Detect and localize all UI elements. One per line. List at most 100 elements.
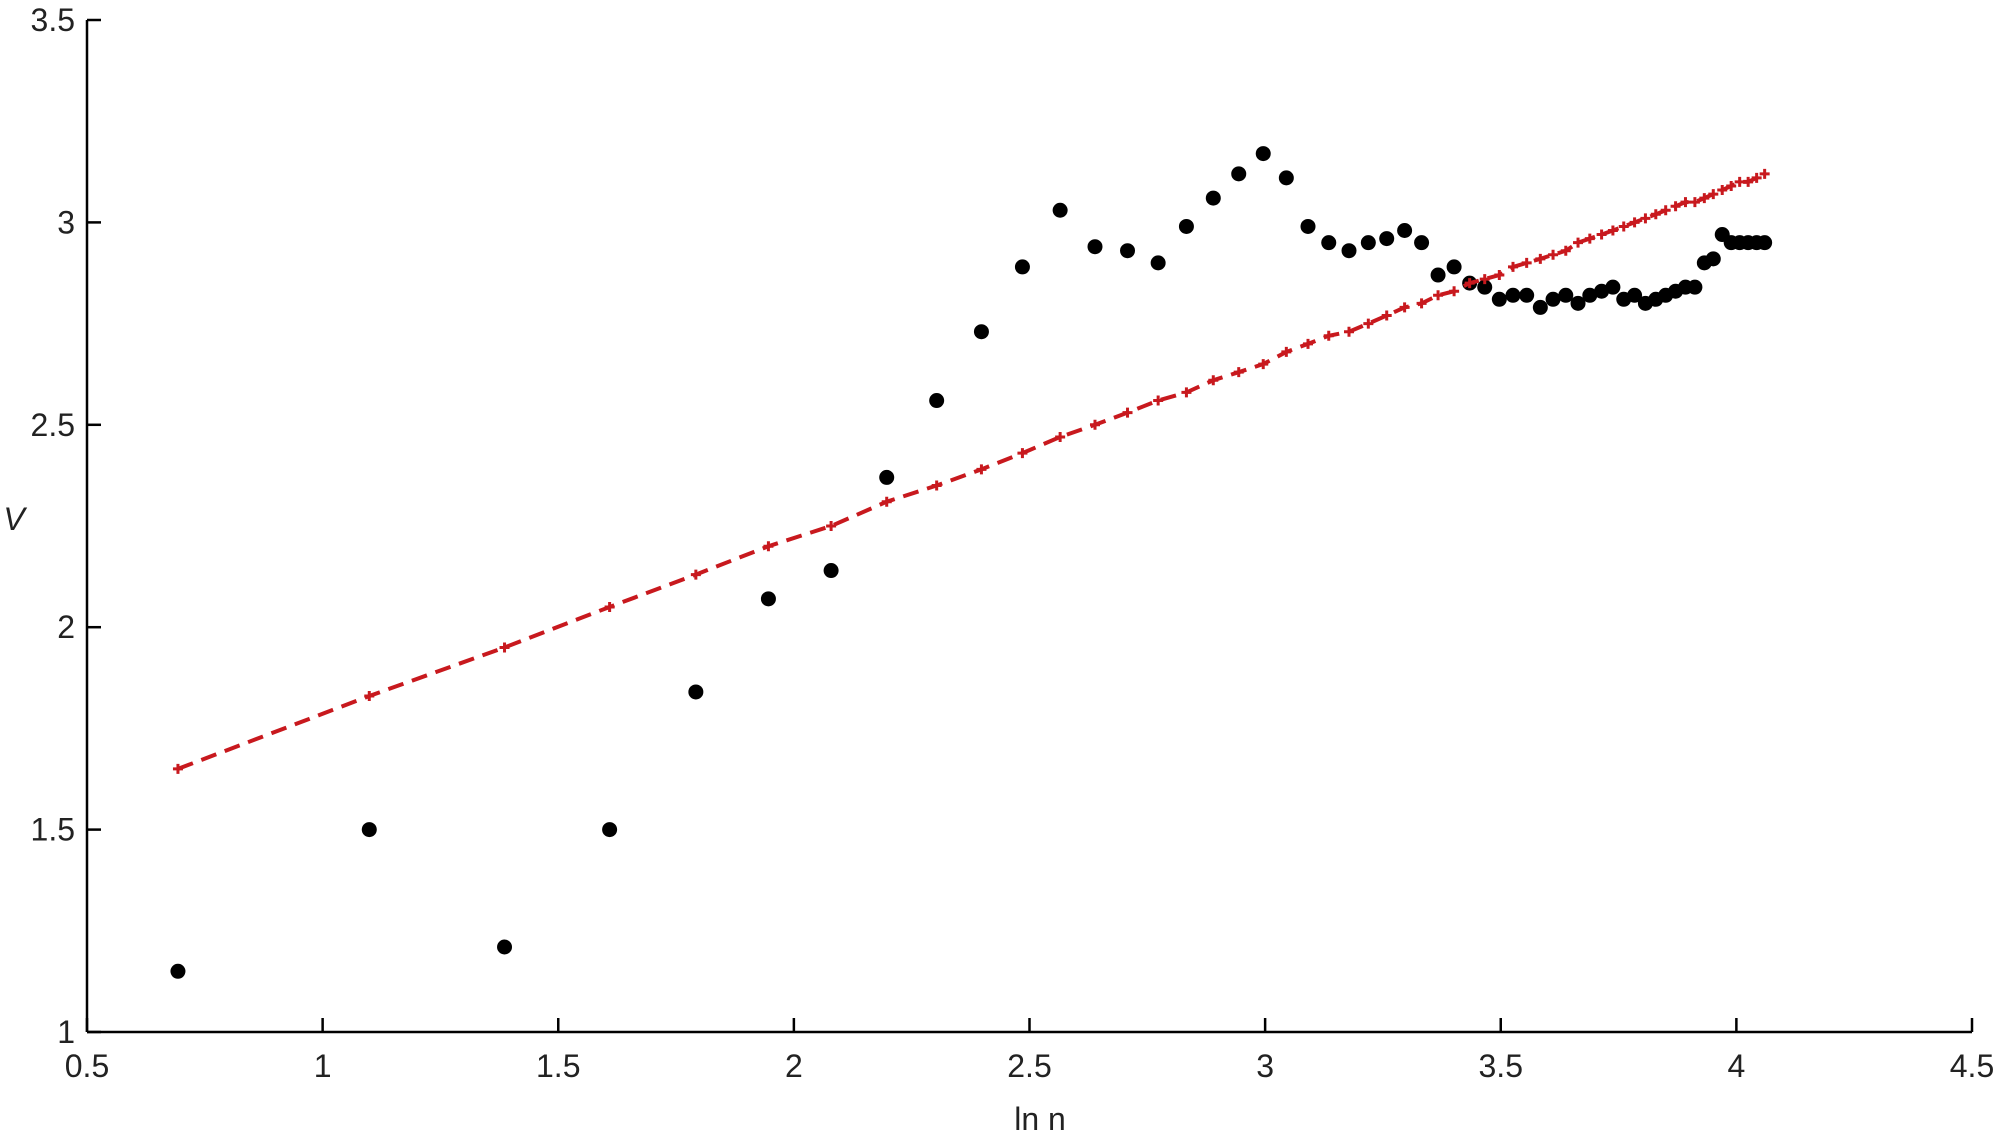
data-point <box>1491 291 1507 307</box>
data-point <box>1687 279 1703 295</box>
fit-marker <box>1708 189 1719 200</box>
fit-marker <box>1258 359 1269 370</box>
fit-marker <box>172 763 183 774</box>
fit-marker <box>1508 261 1518 272</box>
fit-marker <box>1494 270 1505 281</box>
fit-marker <box>1680 197 1691 208</box>
fit-marker <box>1479 274 1490 285</box>
fit-marker <box>1521 257 1532 268</box>
fit-marker <box>826 521 837 531</box>
fit-marker <box>1416 298 1427 309</box>
data-point <box>1150 255 1166 271</box>
data-point <box>1757 235 1773 251</box>
fit-marker <box>1181 387 1192 398</box>
x-tick-label: 1.5 <box>536 1048 580 1084</box>
fit-marker <box>1607 225 1618 236</box>
data-point <box>1545 291 1561 307</box>
fit-marker <box>1699 193 1710 204</box>
fit-marker <box>1281 346 1292 357</box>
fit-marker <box>1629 217 1640 228</box>
data-point <box>760 591 776 607</box>
data-point <box>1205 190 1221 206</box>
data-point <box>1446 259 1462 275</box>
fit-marker <box>931 480 942 491</box>
fit-marker <box>1660 205 1671 216</box>
fit-marker <box>1726 180 1737 191</box>
fit-marker <box>1344 326 1355 337</box>
fit-marker <box>1153 395 1164 406</box>
fit-marker <box>1717 185 1728 196</box>
data-point <box>1605 279 1621 295</box>
data-point <box>497 939 513 955</box>
data-point <box>1087 239 1103 255</box>
data-point <box>823 563 839 579</box>
fit-marker <box>1584 233 1595 244</box>
y-tick-label: 1.5 <box>31 812 75 848</box>
fit-marker <box>1464 278 1475 289</box>
fit-marker <box>1751 172 1762 183</box>
data-point <box>1627 287 1643 303</box>
data-point <box>1231 166 1247 182</box>
fit-marker <box>1433 290 1444 301</box>
fit-marker <box>1055 431 1066 442</box>
fit-marker <box>763 541 774 552</box>
data-point <box>1397 222 1413 238</box>
data-point <box>1300 218 1316 234</box>
data-point <box>1052 202 1068 218</box>
data-point <box>1532 299 1548 315</box>
fit-marker <box>1650 209 1661 220</box>
data-point <box>1360 235 1376 251</box>
data-point <box>1278 170 1294 186</box>
fit-marker <box>976 464 987 475</box>
fit-marker <box>1381 310 1392 321</box>
fit-marker <box>1090 419 1100 430</box>
y-tick-label: 2.5 <box>31 407 75 443</box>
fit-marker <box>1303 338 1314 349</box>
fit-marker <box>1759 168 1770 179</box>
fit-marker <box>499 642 510 653</box>
data-point <box>1014 259 1030 275</box>
fit-marker <box>1618 221 1629 232</box>
fit-marker <box>1560 245 1571 256</box>
fit-marker <box>1535 253 1546 264</box>
x-tick-label: 4 <box>1727 1048 1745 1084</box>
data-point <box>1341 243 1357 259</box>
x-tick-label: 2 <box>785 1048 803 1084</box>
data-point <box>1594 283 1610 299</box>
y-tick-label: 2 <box>57 609 75 645</box>
fit-marker <box>1573 237 1584 248</box>
fit-marker <box>1017 448 1028 459</box>
fit-marker <box>1399 302 1410 313</box>
x-tick-label: 0.5 <box>65 1048 109 1084</box>
y-tick-label: 3.5 <box>31 2 75 38</box>
data-point <box>1477 279 1493 295</box>
data-point <box>929 393 945 409</box>
data-point <box>1255 146 1271 162</box>
fit-marker <box>1548 249 1559 260</box>
fit-marker <box>1596 229 1607 240</box>
y-tick-label: 1 <box>57 1014 75 1050</box>
fit-marker <box>1743 176 1754 187</box>
fit-marker <box>690 569 701 580</box>
data-point <box>1120 243 1136 259</box>
fit-marker <box>604 601 615 612</box>
data-point <box>1570 295 1586 311</box>
data-point <box>688 684 704 700</box>
data-point <box>361 822 377 838</box>
y-tick-label: 3 <box>57 204 75 240</box>
data-point <box>1558 287 1574 303</box>
data-point <box>1321 235 1337 251</box>
x-axis-label: ln n <box>1014 1101 1066 1137</box>
data-point <box>879 469 895 485</box>
fit-marker <box>1734 176 1745 187</box>
fit-marker <box>364 691 375 702</box>
data-point <box>1582 287 1598 303</box>
x-tick-label: 4.5 <box>1950 1048 1994 1084</box>
fit-marker <box>1122 407 1133 418</box>
data-point <box>1505 287 1521 303</box>
fit-marker <box>1363 318 1374 329</box>
data-point <box>1178 218 1194 234</box>
fit-marker <box>1208 375 1219 386</box>
fit-marker <box>1323 330 1334 341</box>
